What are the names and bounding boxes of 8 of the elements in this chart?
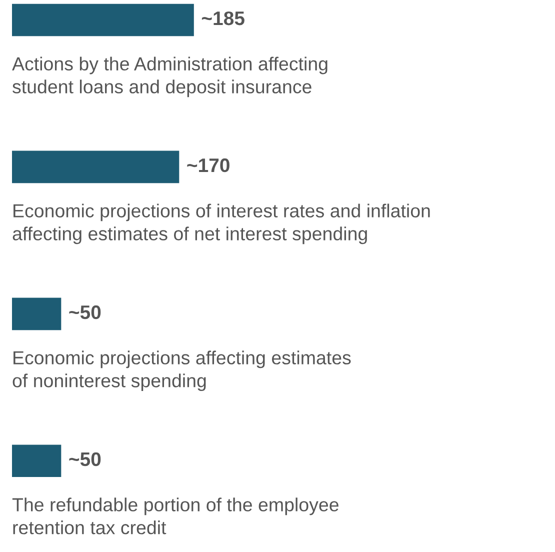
data-label: ~50 <box>69 452 101 466</box>
y-tick-label: Actions by the Administration affecting student loans and deposit insurance <box>12 56 328 98</box>
data-label: ~170 <box>187 158 230 172</box>
y-tick-label: Economic projections affecting estimates of noninterest spending <box>12 350 351 392</box>
data-label: ~185 <box>202 11 244 26</box>
y-tick-label: The refundable portion of the employee retention tax credit <box>12 498 338 534</box>
data-label: ~50 <box>69 305 101 320</box>
y-tick-label: Economic projections of interest rates and inflation affecting estimates of net interest spending <box>12 204 430 244</box>
